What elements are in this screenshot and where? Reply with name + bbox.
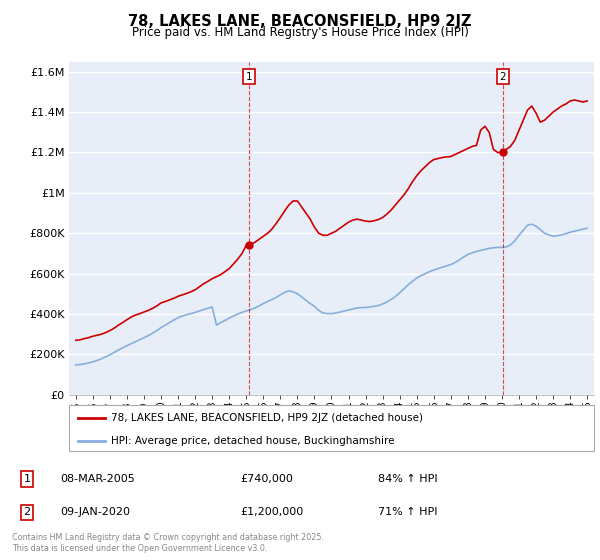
Text: HPI: Average price, detached house, Buckinghamshire: HPI: Average price, detached house, Buck… <box>111 436 395 446</box>
Text: £1,200,000: £1,200,000 <box>240 507 303 517</box>
Text: 2: 2 <box>23 507 31 517</box>
FancyBboxPatch shape <box>69 405 594 451</box>
Text: 2: 2 <box>499 72 506 82</box>
Text: 84% ↑ HPI: 84% ↑ HPI <box>378 474 437 484</box>
Text: Contains HM Land Registry data © Crown copyright and database right 2025.
This d: Contains HM Land Registry data © Crown c… <box>12 533 324 553</box>
Text: 08-MAR-2005: 08-MAR-2005 <box>60 474 135 484</box>
Text: Price paid vs. HM Land Registry's House Price Index (HPI): Price paid vs. HM Land Registry's House … <box>131 26 469 39</box>
Text: 09-JAN-2020: 09-JAN-2020 <box>60 507 130 517</box>
Text: 1: 1 <box>246 72 253 82</box>
Text: 71% ↑ HPI: 71% ↑ HPI <box>378 507 437 517</box>
Text: 1: 1 <box>23 474 31 484</box>
Text: 78, LAKES LANE, BEACONSFIELD, HP9 2JZ (detached house): 78, LAKES LANE, BEACONSFIELD, HP9 2JZ (d… <box>111 413 423 423</box>
Text: £740,000: £740,000 <box>240 474 293 484</box>
Text: 78, LAKES LANE, BEACONSFIELD, HP9 2JZ: 78, LAKES LANE, BEACONSFIELD, HP9 2JZ <box>128 14 472 29</box>
